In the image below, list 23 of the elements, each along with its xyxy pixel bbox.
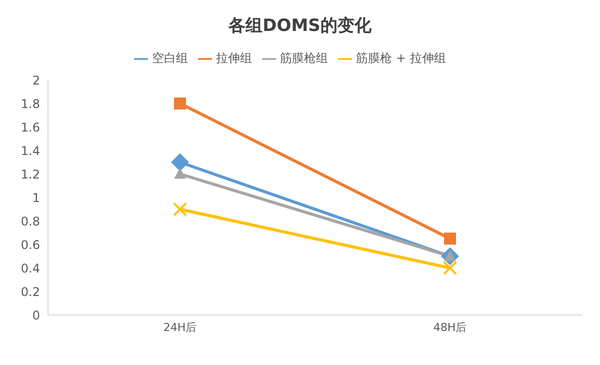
legend-label: 筋膜枪 + 拉伸组: [356, 51, 446, 65]
legend-label: 拉伸组: [216, 51, 252, 65]
legend-label: 筋膜枪组: [280, 51, 328, 65]
y-tick-label: 0.2: [20, 284, 40, 299]
x-tick-label: 48H后: [433, 320, 467, 334]
point: [444, 232, 456, 245]
chart-title: 各组DOMS的变化: [227, 15, 372, 38]
y-tick-label: 1: [32, 190, 40, 205]
y-tick-label: 1.4: [20, 144, 40, 158]
y-tick-label: 0.8: [20, 214, 40, 228]
y-tick-label: 0: [32, 308, 40, 322]
x-tick-label: 24H后: [163, 320, 197, 334]
y-tick-label: 1.6: [20, 120, 40, 134]
point: [171, 153, 189, 172]
y-tick-label: 1.2: [20, 167, 40, 182]
point: [173, 202, 187, 216]
y-tick-label: 2: [32, 73, 40, 88]
y-tick-label: 1.8: [20, 96, 40, 111]
legend-label: 空白组: [152, 51, 188, 65]
point: [174, 98, 186, 110]
y-tick-label: 0.4: [20, 261, 40, 276]
y-tick-label: 0.6: [20, 238, 40, 252]
point: [443, 261, 457, 275]
